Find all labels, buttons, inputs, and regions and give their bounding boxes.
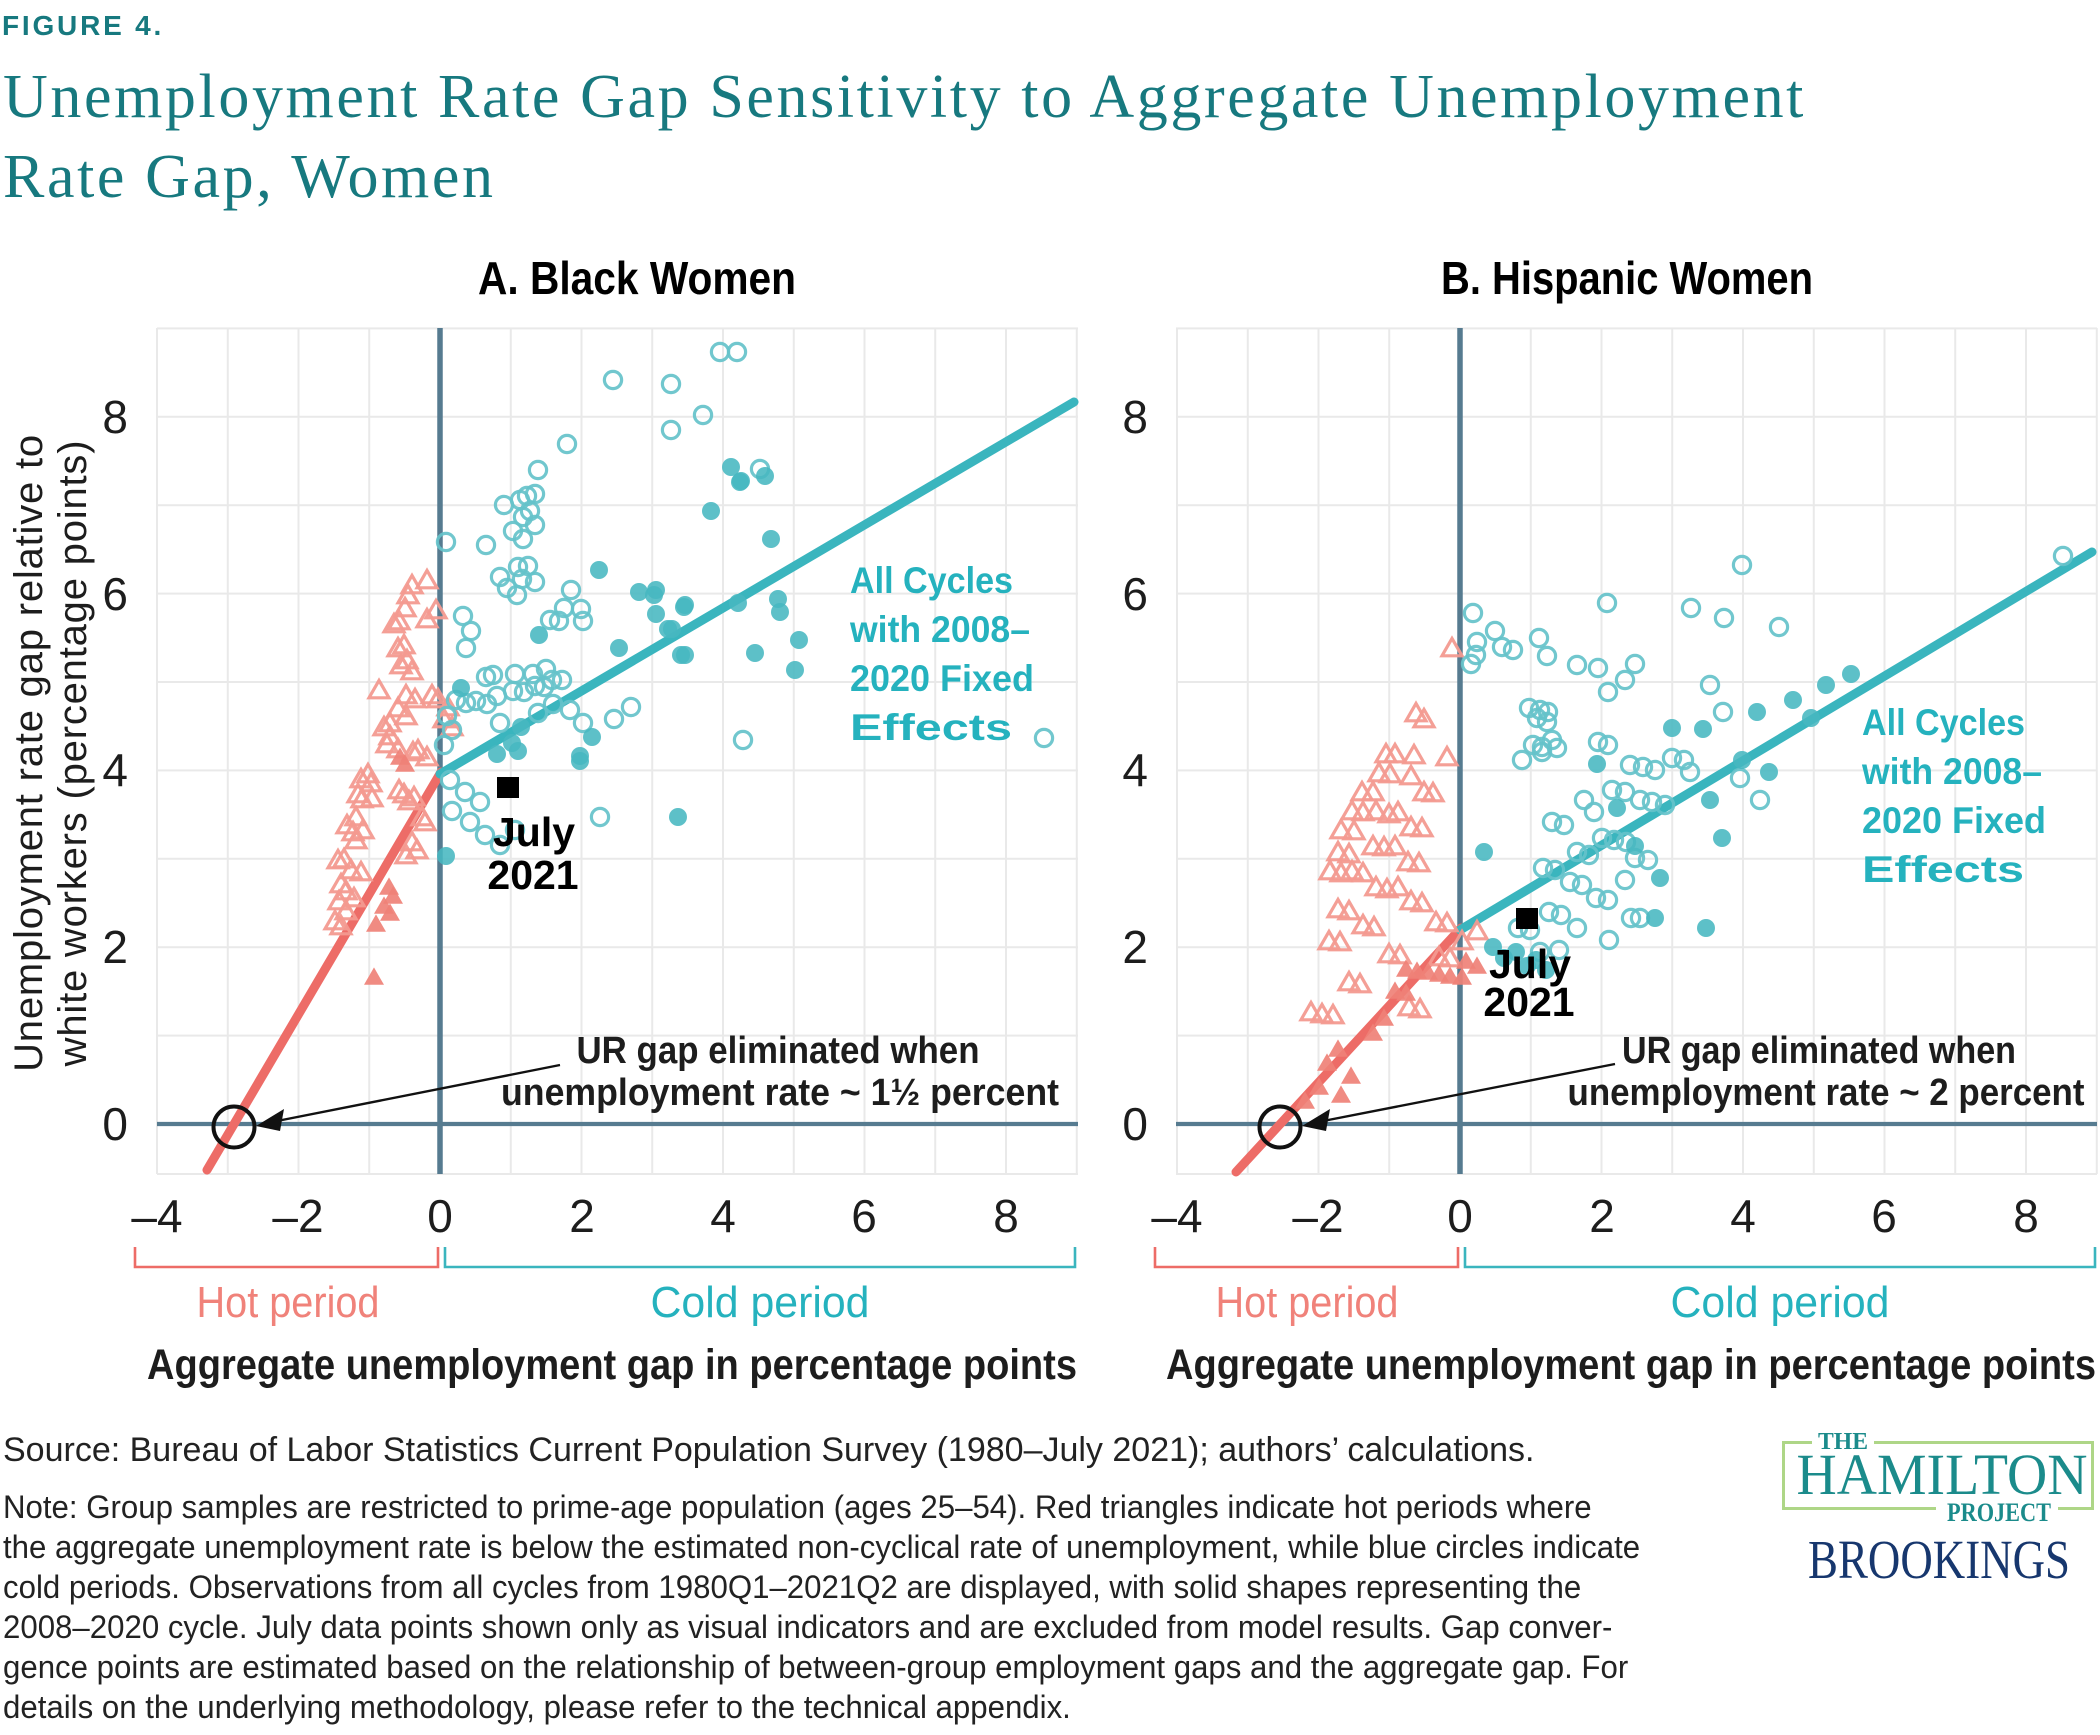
svg-text:4: 4 [102,744,128,796]
svg-text:0: 0 [1122,1098,1148,1150]
svg-text:THE: THE [1818,1429,1868,1455]
svg-text:2020 Fixed: 2020 Fixed [1862,800,2046,841]
svg-text:2021: 2021 [487,852,578,898]
svg-text:8: 8 [1122,391,1148,443]
svg-text:0: 0 [427,1190,453,1242]
svg-text:Unemployment rate gap relative: Unemployment rate gap relative to [7,434,51,1072]
svg-text:2: 2 [1589,1190,1615,1242]
svg-text:2020 Fixed: 2020 Fixed [850,658,1034,699]
svg-text:4: 4 [1122,744,1148,796]
svg-text:8: 8 [2013,1190,2039,1242]
svg-text:–4: –4 [1151,1190,1202,1242]
svg-text:Cold period: Cold period [1671,1278,1890,1327]
svg-text:6: 6 [851,1190,877,1242]
svg-text:B. Hispanic Women: B. Hispanic Women [1441,252,1813,304]
svg-text:HAMILTON: HAMILTON [1797,1442,2088,1507]
svg-text:Hot period: Hot period [1216,1278,1399,1327]
svg-text:July: July [1489,941,1571,987]
svg-text:A. Black Women: A. Black Women [478,252,796,304]
svg-text:UR gap eliminated when: UR gap eliminated when [1622,1030,2016,1072]
svg-text:4: 4 [710,1190,736,1242]
svg-text:white workers (percentage poin: white workers (percentage points) [51,440,95,1068]
svg-text:BROOKINGS: BROOKINGS [1808,1529,2070,1590]
svg-text:2: 2 [569,1190,595,1242]
svg-text:unemployment rate ~ 1½ percent: unemployment rate ~ 1½ percent [501,1072,1059,1114]
svg-text:Effects: Effects [850,707,1012,748]
svg-text:with 2008–: with 2008– [849,609,1030,650]
svg-text:UR gap eliminated when: UR gap eliminated when [577,1030,980,1072]
svg-text:Effects: Effects [1862,849,2024,890]
svg-text:0: 0 [1447,1190,1473,1242]
svg-text:4: 4 [1730,1190,1756,1242]
svg-text:8: 8 [102,391,128,443]
svg-text:0: 0 [102,1098,128,1150]
svg-text:2: 2 [102,921,128,973]
svg-text:8: 8 [993,1190,1019,1242]
svg-text:Hot period: Hot period [197,1278,380,1327]
svg-text:–2: –2 [272,1190,323,1242]
svg-text:with 2008–: with 2008– [1861,751,2042,792]
svg-text:2021: 2021 [1483,979,1574,1025]
svg-text:–4: –4 [131,1190,182,1242]
svg-text:unemployment rate ~ 2 percent: unemployment rate ~ 2 percent [1568,1072,2085,1114]
svg-text:6: 6 [1122,568,1148,620]
svg-text:–2: –2 [1292,1190,1343,1242]
svg-text:July: July [493,809,575,855]
svg-text:All Cycles: All Cycles [850,560,1013,601]
svg-text:PROJECT: PROJECT [1947,1498,2051,1527]
svg-text:6: 6 [102,568,128,620]
svg-text:Cold period: Cold period [651,1278,870,1327]
svg-text:Aggregate unemployment gap in: Aggregate unemployment gap in percentage… [147,1341,1077,1389]
svg-text:All Cycles: All Cycles [1862,702,2025,743]
svg-text:6: 6 [1871,1190,1897,1242]
svg-text:Aggregate unemployment gap in: Aggregate unemployment gap in percentage… [1166,1341,2096,1389]
svg-text:2: 2 [1122,921,1148,973]
